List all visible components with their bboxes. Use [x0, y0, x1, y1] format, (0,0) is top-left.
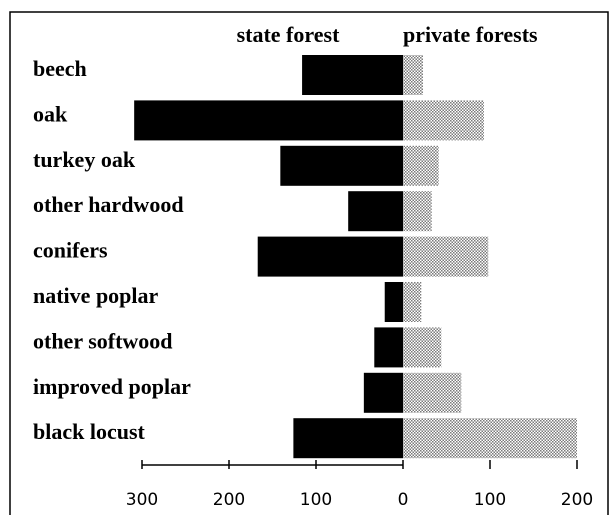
bar-state — [280, 145, 403, 186]
x-tick-label: 100 — [474, 490, 506, 510]
frame — [9, 11, 609, 515]
bar-private — [403, 282, 422, 322]
bar-private — [403, 418, 577, 459]
legend-state: state forest — [237, 22, 340, 47]
category-label: other hardwood — [33, 192, 184, 217]
bar-state — [293, 418, 403, 459]
bar-private — [403, 100, 484, 141]
bar-state — [302, 55, 403, 95]
x-tick-label: 200 — [561, 490, 593, 510]
category-label: turkey oak — [33, 147, 136, 172]
bar-state — [363, 372, 403, 413]
bar-state — [257, 236, 403, 277]
bar-state — [134, 100, 404, 141]
category-label: native poplar — [33, 283, 159, 308]
bar-private — [403, 327, 442, 368]
x-tick-label: 300 — [126, 490, 158, 510]
category-label: other softwood — [33, 328, 173, 353]
category-label: conifers — [33, 238, 108, 263]
legend-private: private forests — [403, 22, 538, 47]
bar-private — [403, 372, 462, 413]
x-tick-label: 100 — [300, 490, 332, 510]
bar-state — [384, 282, 403, 322]
bar-private — [403, 236, 489, 277]
category-label: beech — [33, 56, 87, 81]
bar-state — [348, 191, 403, 232]
x-tick-label: 200 — [213, 490, 245, 510]
x-tick-label: 0 — [398, 490, 409, 510]
bar-state — [374, 327, 403, 368]
category-label: oak — [33, 101, 68, 126]
category-label: improved poplar — [33, 374, 191, 399]
bar-private — [403, 191, 432, 232]
category-label: black locust — [33, 419, 146, 444]
bar-private — [403, 145, 439, 186]
bar-private — [403, 55, 424, 95]
